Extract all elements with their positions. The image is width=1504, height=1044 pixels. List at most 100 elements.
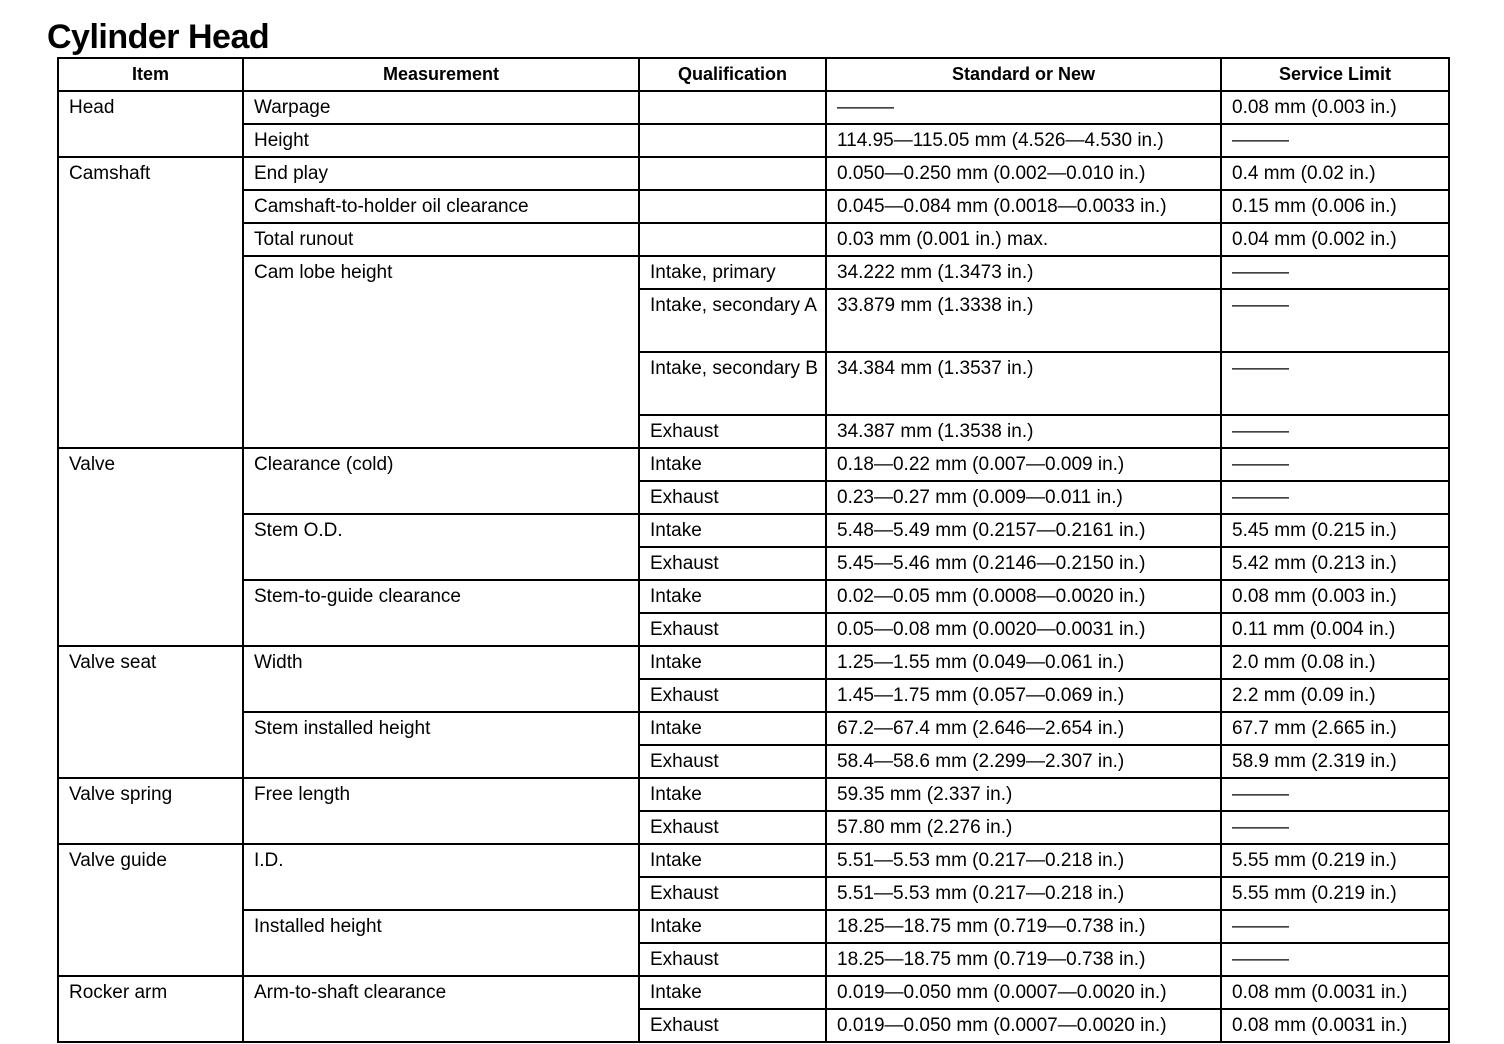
service-limit-cell: 0.08 mm (0.003 in.) [1220,90,1450,125]
table-row: Exhaust 0.019—0.050 mm (0.0007—0.0020 in.… [58,1008,1450,1043]
table-row: Stem-to-guide clearance Intake 0.02—0.05 m… [58,579,1450,647]
table-row: Exhaust 5.45—5.46 mm (0.2146—0.2150 in.) 5… [58,546,1450,581]
service-limit-cell: ——— [1220,810,1450,845]
service-limit-cell: ——— [1220,909,1450,944]
service-limit-cell: 0.08 mm (0.0031 in.) [1220,975,1450,1010]
standard-cell: 18.25—18.75 mm (0.719—0.738 in.) [825,909,1222,944]
standard-cell: 5.51—5.53 mm (0.217—0.218 in.) [825,843,1222,878]
service-limit-cell: 58.9 mm (2.319 in.) [1220,744,1450,779]
header-row: Item Measurement Qualification Standard … [57,57,1450,92]
service-limit-cell: ——— [1220,447,1450,482]
qualification-cell: Exhaust [638,876,827,911]
item-cell: Valve [57,447,244,647]
table-row: Exhaust 58.4—58.6 mm (2.299—2.307 in.) 58.… [58,744,1450,779]
service-limit-cell: 2.0 mm (0.08 in.) [1220,645,1450,680]
qualification-cell: Intake, secondary A [638,288,827,353]
standard-cell: 1.45—1.75 mm (0.057—0.069 in.) [825,678,1222,713]
qualification-cell: Intake [638,843,827,878]
qualification-cell: Exhaust [638,480,827,515]
standard-cell: 0.019—0.050 mm (0.0007—0.0020 in.) [825,975,1222,1010]
table-row: Exhaust 34.387 mm (1.3538 in.) ——— [58,414,1450,449]
standard-cell: 0.23—0.27 mm (0.009—0.011 in.) [825,480,1222,515]
qualification-cell [638,222,827,257]
standard-cell: 0.05—0.08 mm (0.0020—0.0031 in.) [825,612,1222,647]
standard-cell: 59.35 mm (2.337 in.) [825,777,1222,812]
measurement-cell: Width [242,645,640,713]
qualification-cell: Intake [638,645,827,680]
item-cell: Rocker arm [57,975,244,1043]
standard-cell: 34.387 mm (1.3538 in.) [825,414,1222,449]
service-limit-cell: ——— [1220,480,1450,515]
measurement-cell: Camshaft-to-holder oil clearance [242,189,640,224]
service-limit-cell: 0.08 mm (0.003 in.) [1220,579,1450,614]
service-limit-cell: 0.4 mm (0.02 in.) [1220,156,1450,191]
header-item: Item [57,57,244,92]
service-limit-cell: 67.7 mm (2.665 in.) [1220,711,1450,746]
qualification-cell: Intake, secondary B [638,351,827,416]
standard-cell: 34.384 mm (1.3537 in.) [825,351,1222,416]
item-cell: Valve guide [57,843,244,977]
table-row: Valve Clearance (cold) Intake 0.18—0.22 mm … [57,447,1450,647]
qualification-cell: Exhaust [638,414,827,449]
table-row: Head Warpage ——— 0.08 mm (0.003 in.) [57,90,1450,158]
qualification-cell: Intake [638,777,827,812]
qualification-cell: Exhaust [638,744,827,779]
header-qualification: Qualification [638,57,827,92]
standard-cell: 5.48—5.49 mm (0.2157—0.2161 in.) [825,513,1222,548]
service-limit-cell: 0.15 mm (0.006 in.) [1220,189,1450,224]
service-limit-cell: 5.55 mm (0.219 in.) [1220,876,1450,911]
qualification-cell: Intake [638,447,827,482]
service-limit-cell: 0.11 mm (0.004 in.) [1220,612,1450,647]
measurement-cell: Stem O.D. [242,513,640,581]
page-title: Cylinder Head [47,18,270,56]
standard-cell: 114.95—115.05 mm (4.526—4.530 in.) [825,123,1222,158]
qualification-cell: Intake [638,711,827,746]
service-limit-cell: ——— [1220,288,1450,353]
table-row: Stem O.D. Intake 5.48—5.49 mm (0.2157—0.21… [58,513,1450,581]
service-limit-cell: ——— [1220,414,1450,449]
item-cell: Head [57,90,244,158]
table-row: Exhaust 0.23—0.27 mm (0.009—0.011 in.) ——— [58,480,1450,515]
service-limit-cell: 5.45 mm (0.215 in.) [1220,513,1450,548]
qualification-cell: Intake [638,975,827,1010]
table-row: Camshaft End play 0.050—0.250 mm (0.002—0.… [57,156,1450,449]
qualification-cell: Intake [638,579,827,614]
qualification-cell: Exhaust [638,612,827,647]
table-row: Installed height Intake 18.25—18.75 mm (0.… [58,909,1450,977]
table-row: Valve seat Width Intake 1.25—1.55 mm (0.049… [57,645,1450,779]
standard-cell: 67.2—67.4 mm (2.646—2.654 in.) [825,711,1222,746]
measurement-cell: Installed height [242,909,640,977]
standard-cell: 57.80 mm (2.276 in.) [825,810,1222,845]
table-row: Valve guide I.D. Intake 5.51—5.53 mm (0.217… [57,843,1450,977]
service-limit-cell: ——— [1220,777,1450,812]
table-row: Intake, secondary A 33.879 mm (1.3338 in.… [58,288,1450,353]
standard-cell: 18.25—18.75 mm (0.719—0.738 in.) [825,942,1222,977]
standard-cell: 0.02—0.05 mm (0.0008—0.0020 in.) [825,579,1222,614]
header-standard: Standard or New [825,57,1222,92]
measurement-cell: Arm-to-shaft clearance [242,975,640,1043]
table-row: Valve spring Free length Intake 59.35 mm (2… [57,777,1450,845]
header-measurement: Measurement [242,57,640,92]
standard-cell: 0.045—0.084 mm (0.0018—0.0033 in.) [825,189,1222,224]
item-cell: Camshaft [57,156,244,449]
standard-cell: 0.050—0.250 mm (0.002—0.010 in.) [825,156,1222,191]
service-limit-cell: ——— [1220,351,1450,416]
measurement-cell: Height [242,123,640,158]
qualification-cell [638,189,827,224]
qualification-cell: Exhaust [638,810,827,845]
item-cell: Valve seat [57,645,244,779]
standard-cell: ——— [825,90,1222,125]
standard-cell: 0.18—0.22 mm (0.007—0.009 in.) [825,447,1222,482]
service-limit-cell: 5.42 mm (0.213 in.) [1220,546,1450,581]
measurement-cell: I.D. [242,843,640,911]
standard-cell: 0.019—0.050 mm (0.0007—0.0020 in.) [825,1008,1222,1043]
table-row: Camshaft-to-holder oil clearance 0.045—0.… [58,189,1450,224]
table-row: Exhaust 18.25—18.75 mm (0.719—0.738 in.) —… [58,942,1450,977]
table-row: Intake, secondary B 34.384 mm (1.3537 in.… [58,351,1450,416]
table-row: Stem installed height Intake 67.2—67.4 mm … [58,711,1450,779]
measurement-cell: Warpage [242,90,640,125]
item-cell: Valve spring [57,777,244,845]
standard-cell: 0.03 mm (0.001 in.) max. [825,222,1222,257]
qualification-cell: Exhaust [638,942,827,977]
measurement-cell: Stem installed height [242,711,640,779]
